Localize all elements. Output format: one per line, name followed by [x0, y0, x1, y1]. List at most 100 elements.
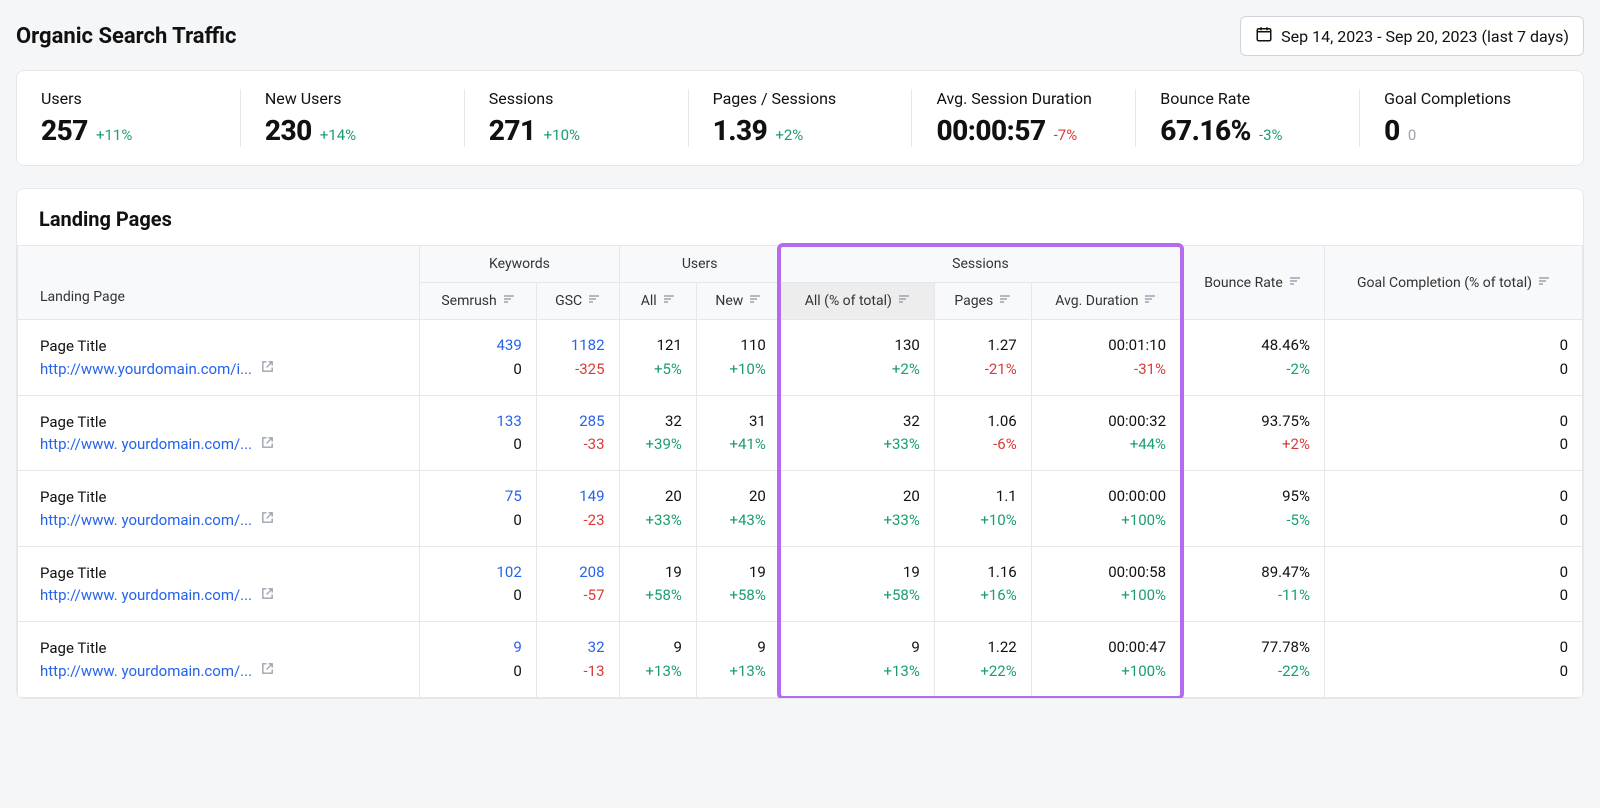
cell-users-new: 20+43%: [696, 471, 780, 547]
metric-value: 271: [489, 114, 536, 147]
cell-sessions-pages: 1.06-6%: [934, 395, 1031, 471]
metric-label: New Users: [265, 89, 440, 108]
col-sessions-pages[interactable]: Pages: [934, 283, 1031, 320]
cell-bounce: 48.46%-2%: [1181, 320, 1325, 396]
sort-icon: [999, 293, 1011, 309]
cell-semrush: 90: [420, 622, 536, 698]
cell-sessions-duration: 00:00:00+100%: [1031, 471, 1180, 547]
cell-semrush: 750: [420, 471, 536, 547]
page-url-link[interactable]: http://www.yourdomain.com/i...: [40, 360, 252, 378]
summary-metrics: Users257+11%New Users230+14%Sessions271+…: [16, 70, 1584, 166]
cell-semrush: 1020: [420, 546, 536, 622]
cell-bounce: 77.78%-22%: [1181, 622, 1325, 698]
cell-users-all: 19+58%: [619, 546, 696, 622]
cell-sessions-duration: 00:00:32+44%: [1031, 395, 1180, 471]
table-row: Page Title http://www. yourdomain.com/...…: [18, 471, 1583, 547]
metric-delta: +10%: [544, 126, 580, 144]
cell-bounce: 93.75%+2%: [1181, 395, 1325, 471]
cell-sessions-pages: 1.22+22%: [934, 622, 1031, 698]
page-title: Organic Search Traffic: [16, 24, 236, 49]
col-landing-page[interactable]: Landing Page: [18, 246, 420, 320]
external-link-icon[interactable]: [260, 586, 275, 605]
page-title-text: Page Title: [40, 413, 405, 431]
col-semrush[interactable]: Semrush: [420, 283, 536, 320]
date-range-label: Sep 14, 2023 - Sep 20, 2023 (last 7 days…: [1281, 27, 1569, 46]
table-row: Page Title http://www. yourdomain.com/...…: [18, 546, 1583, 622]
table-row: Page Title http://www. yourdomain.com/...…: [18, 395, 1583, 471]
metric-delta: -3%: [1259, 126, 1283, 144]
cell-gsc: 1182-325: [536, 320, 619, 396]
col-bounce-rate[interactable]: Bounce Rate: [1181, 246, 1325, 320]
external-link-icon[interactable]: [260, 359, 275, 378]
sort-icon: [1538, 275, 1550, 291]
cell-users-all: 20+33%: [619, 471, 696, 547]
col-gsc[interactable]: GSC: [536, 283, 619, 320]
page-url-link[interactable]: http://www. yourdomain.com/...: [40, 435, 252, 453]
cell-goal: 00: [1324, 320, 1582, 396]
cell-bounce: 89.47%-11%: [1181, 546, 1325, 622]
calendar-icon: [1255, 25, 1273, 47]
metric-label: Bounce Rate: [1160, 89, 1335, 108]
cell-users-all: 9+13%: [619, 622, 696, 698]
page-title-text: Page Title: [40, 488, 405, 506]
cell-users-new: 19+58%: [696, 546, 780, 622]
sort-icon: [1144, 293, 1156, 309]
table-row: Page Title http://www.yourdomain.com/i...…: [18, 320, 1583, 396]
external-link-icon[interactable]: [260, 661, 275, 680]
page-title-text: Page Title: [40, 639, 405, 657]
metric-label: Goal Completions: [1384, 89, 1559, 108]
landing-pages-card: Landing Pages Landing Page Keywords User…: [16, 188, 1584, 699]
sort-icon: [663, 293, 675, 309]
sort-icon: [503, 293, 515, 309]
cell-goal: 00: [1324, 395, 1582, 471]
cell-landing-page: Page Title http://www.yourdomain.com/i...: [18, 320, 420, 396]
metric-delta: +14%: [320, 126, 356, 144]
metric-delta: +2%: [775, 126, 803, 144]
col-sessions-all[interactable]: All (% of total): [780, 283, 934, 320]
metric-card: New Users230+14%: [241, 89, 465, 147]
cell-landing-page: Page Title http://www. yourdomain.com/...: [18, 622, 420, 698]
cell-sessions-all: 20+33%: [780, 471, 934, 547]
metric-card: Goal Completions00: [1360, 89, 1583, 147]
page-url-link[interactable]: http://www. yourdomain.com/...: [40, 586, 252, 604]
page-url-link[interactable]: http://www. yourdomain.com/...: [40, 662, 252, 680]
metric-delta: 0: [1408, 126, 1416, 144]
cell-users-new: 9+13%: [696, 622, 780, 698]
cell-sessions-all: 9+13%: [780, 622, 934, 698]
metric-label: Avg. Session Duration: [936, 89, 1111, 108]
page-url-link[interactable]: http://www. yourdomain.com/...: [40, 511, 252, 529]
metric-card: Avg. Session Duration00:00:57-7%: [912, 89, 1136, 147]
col-users-all[interactable]: All: [619, 283, 696, 320]
landing-pages-title: Landing Pages: [17, 189, 1583, 245]
cell-sessions-all: 130+2%: [780, 320, 934, 396]
date-range-picker[interactable]: Sep 14, 2023 - Sep 20, 2023 (last 7 days…: [1240, 16, 1584, 56]
cell-bounce: 95%-5%: [1181, 471, 1325, 547]
col-users-group: Users: [619, 246, 780, 283]
cell-landing-page: Page Title http://www. yourdomain.com/...: [18, 471, 420, 547]
cell-sessions-duration: 00:01:10-31%: [1031, 320, 1180, 396]
cell-landing-page: Page Title http://www. yourdomain.com/...: [18, 395, 420, 471]
external-link-icon[interactable]: [260, 435, 275, 454]
col-users-new[interactable]: New: [696, 283, 780, 320]
metric-label: Sessions: [489, 89, 664, 108]
cell-sessions-all: 19+58%: [780, 546, 934, 622]
sort-icon: [1289, 275, 1301, 291]
metric-delta: -7%: [1054, 126, 1078, 144]
cell-sessions-pages: 1.1+10%: [934, 471, 1031, 547]
page-title-text: Page Title: [40, 564, 405, 582]
metric-label: Pages / Sessions: [713, 89, 888, 108]
cell-gsc: 285-33: [536, 395, 619, 471]
table-row: Page Title http://www. yourdomain.com/...…: [18, 622, 1583, 698]
col-sessions-duration[interactable]: Avg. Duration: [1031, 283, 1180, 320]
cell-users-new: 31+41%: [696, 395, 780, 471]
col-goal-completion[interactable]: Goal Completion (% of total): [1324, 246, 1582, 320]
cell-gsc: 149-23: [536, 471, 619, 547]
sort-icon: [898, 293, 910, 309]
cell-landing-page: Page Title http://www. yourdomain.com/...: [18, 546, 420, 622]
external-link-icon[interactable]: [260, 510, 275, 529]
col-sessions-group: Sessions: [780, 246, 1180, 283]
cell-goal: 00: [1324, 471, 1582, 547]
col-keywords-group: Keywords: [420, 246, 619, 283]
cell-gsc: 208-57: [536, 546, 619, 622]
page-title-text: Page Title: [40, 337, 405, 355]
